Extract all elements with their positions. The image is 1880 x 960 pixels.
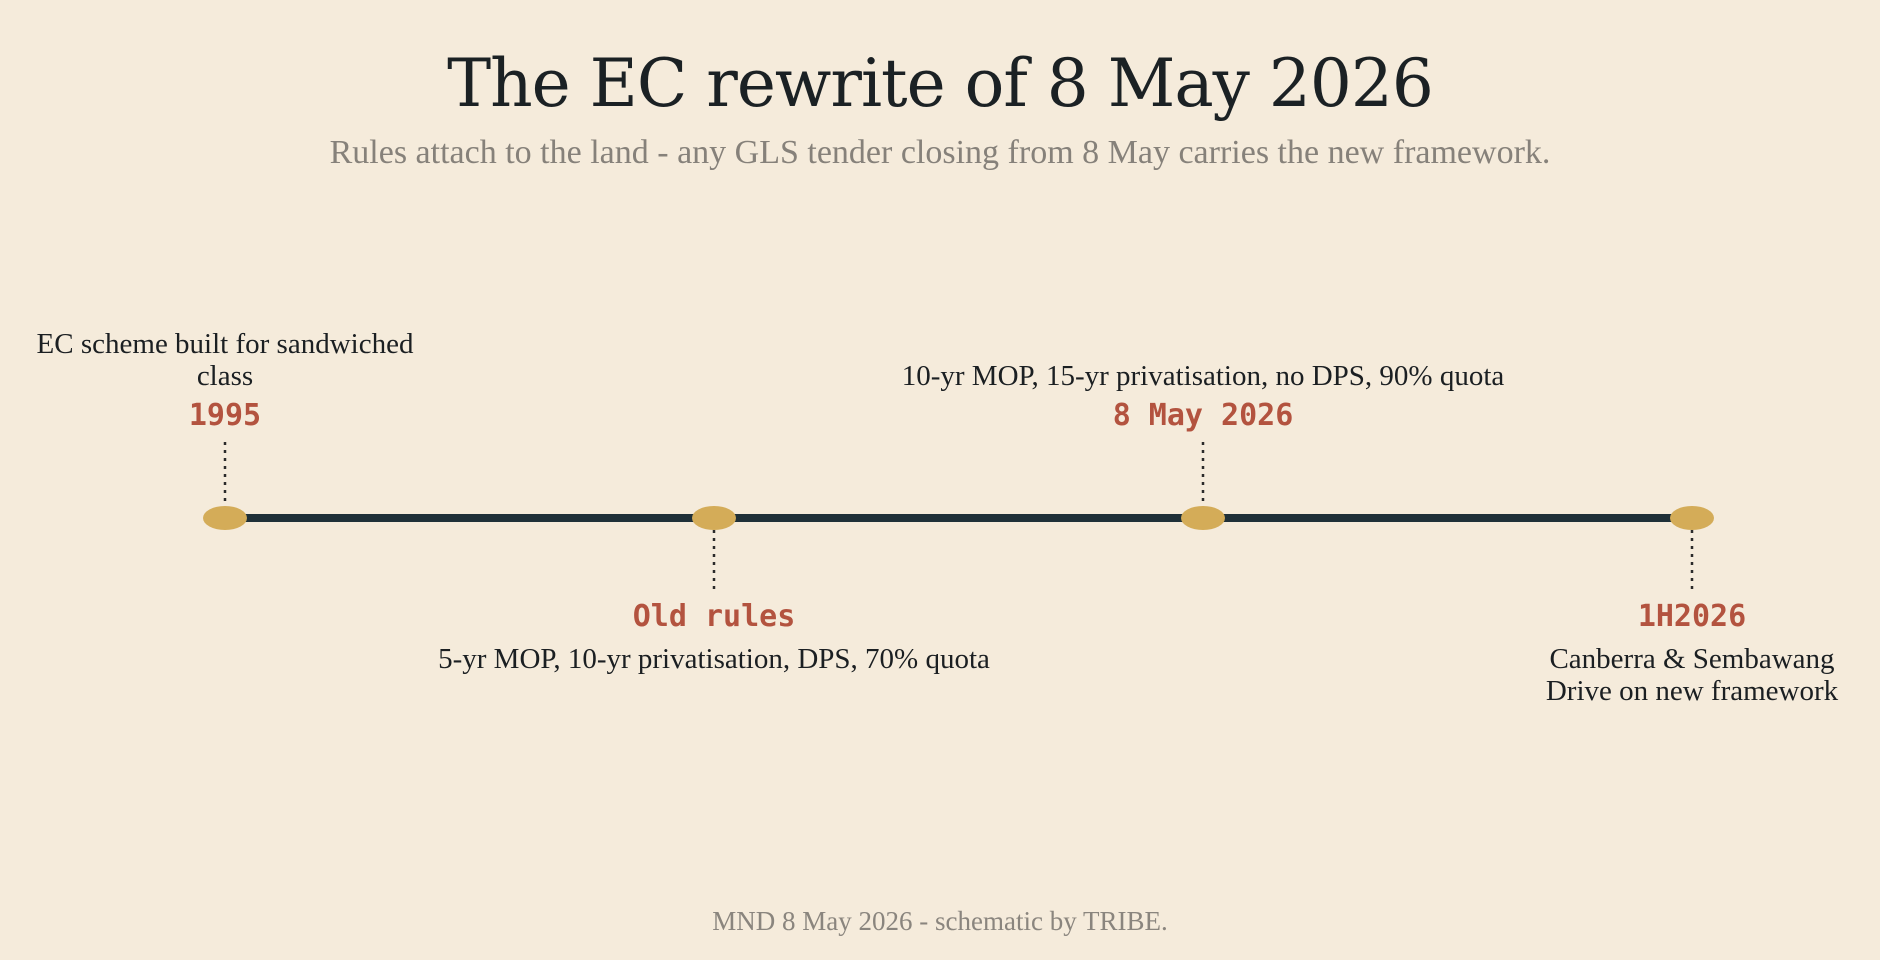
event-date-1h2026: 1H2026 [1637, 599, 1747, 634]
timeline-marker-old-rules [692, 506, 736, 530]
source-note: MND 8 May 2026 - schematic by TRIBE. [712, 906, 1168, 936]
page-title: The EC rewrite of 8 May 2026 [447, 45, 1434, 122]
event-description-8-may-2026: 10-yr MOP, 15-yr privatisation, no DPS, … [901, 360, 1505, 392]
timeline-marker-1h2026 [1670, 506, 1714, 530]
event-date-1995: 1995 [188, 398, 262, 433]
event-date-8-may-2026: 8 May 2026 [1112, 398, 1294, 433]
event-description-1h2026: Canberra & Sembawang Drive on new framew… [1545, 643, 1839, 707]
timeline-marker-1995 [203, 506, 247, 530]
page-subtitle: Rules attach to the land - any GLS tende… [329, 134, 1551, 171]
timeline-marker-8-may-2026 [1181, 506, 1225, 530]
event-date-old-rules: Old rules [632, 599, 796, 634]
event-description-old-rules: 5-yr MOP, 10-yr privatisation, DPS, 70% … [438, 643, 990, 675]
event-description-1995: EC scheme built for sandwiched class [36, 328, 414, 392]
